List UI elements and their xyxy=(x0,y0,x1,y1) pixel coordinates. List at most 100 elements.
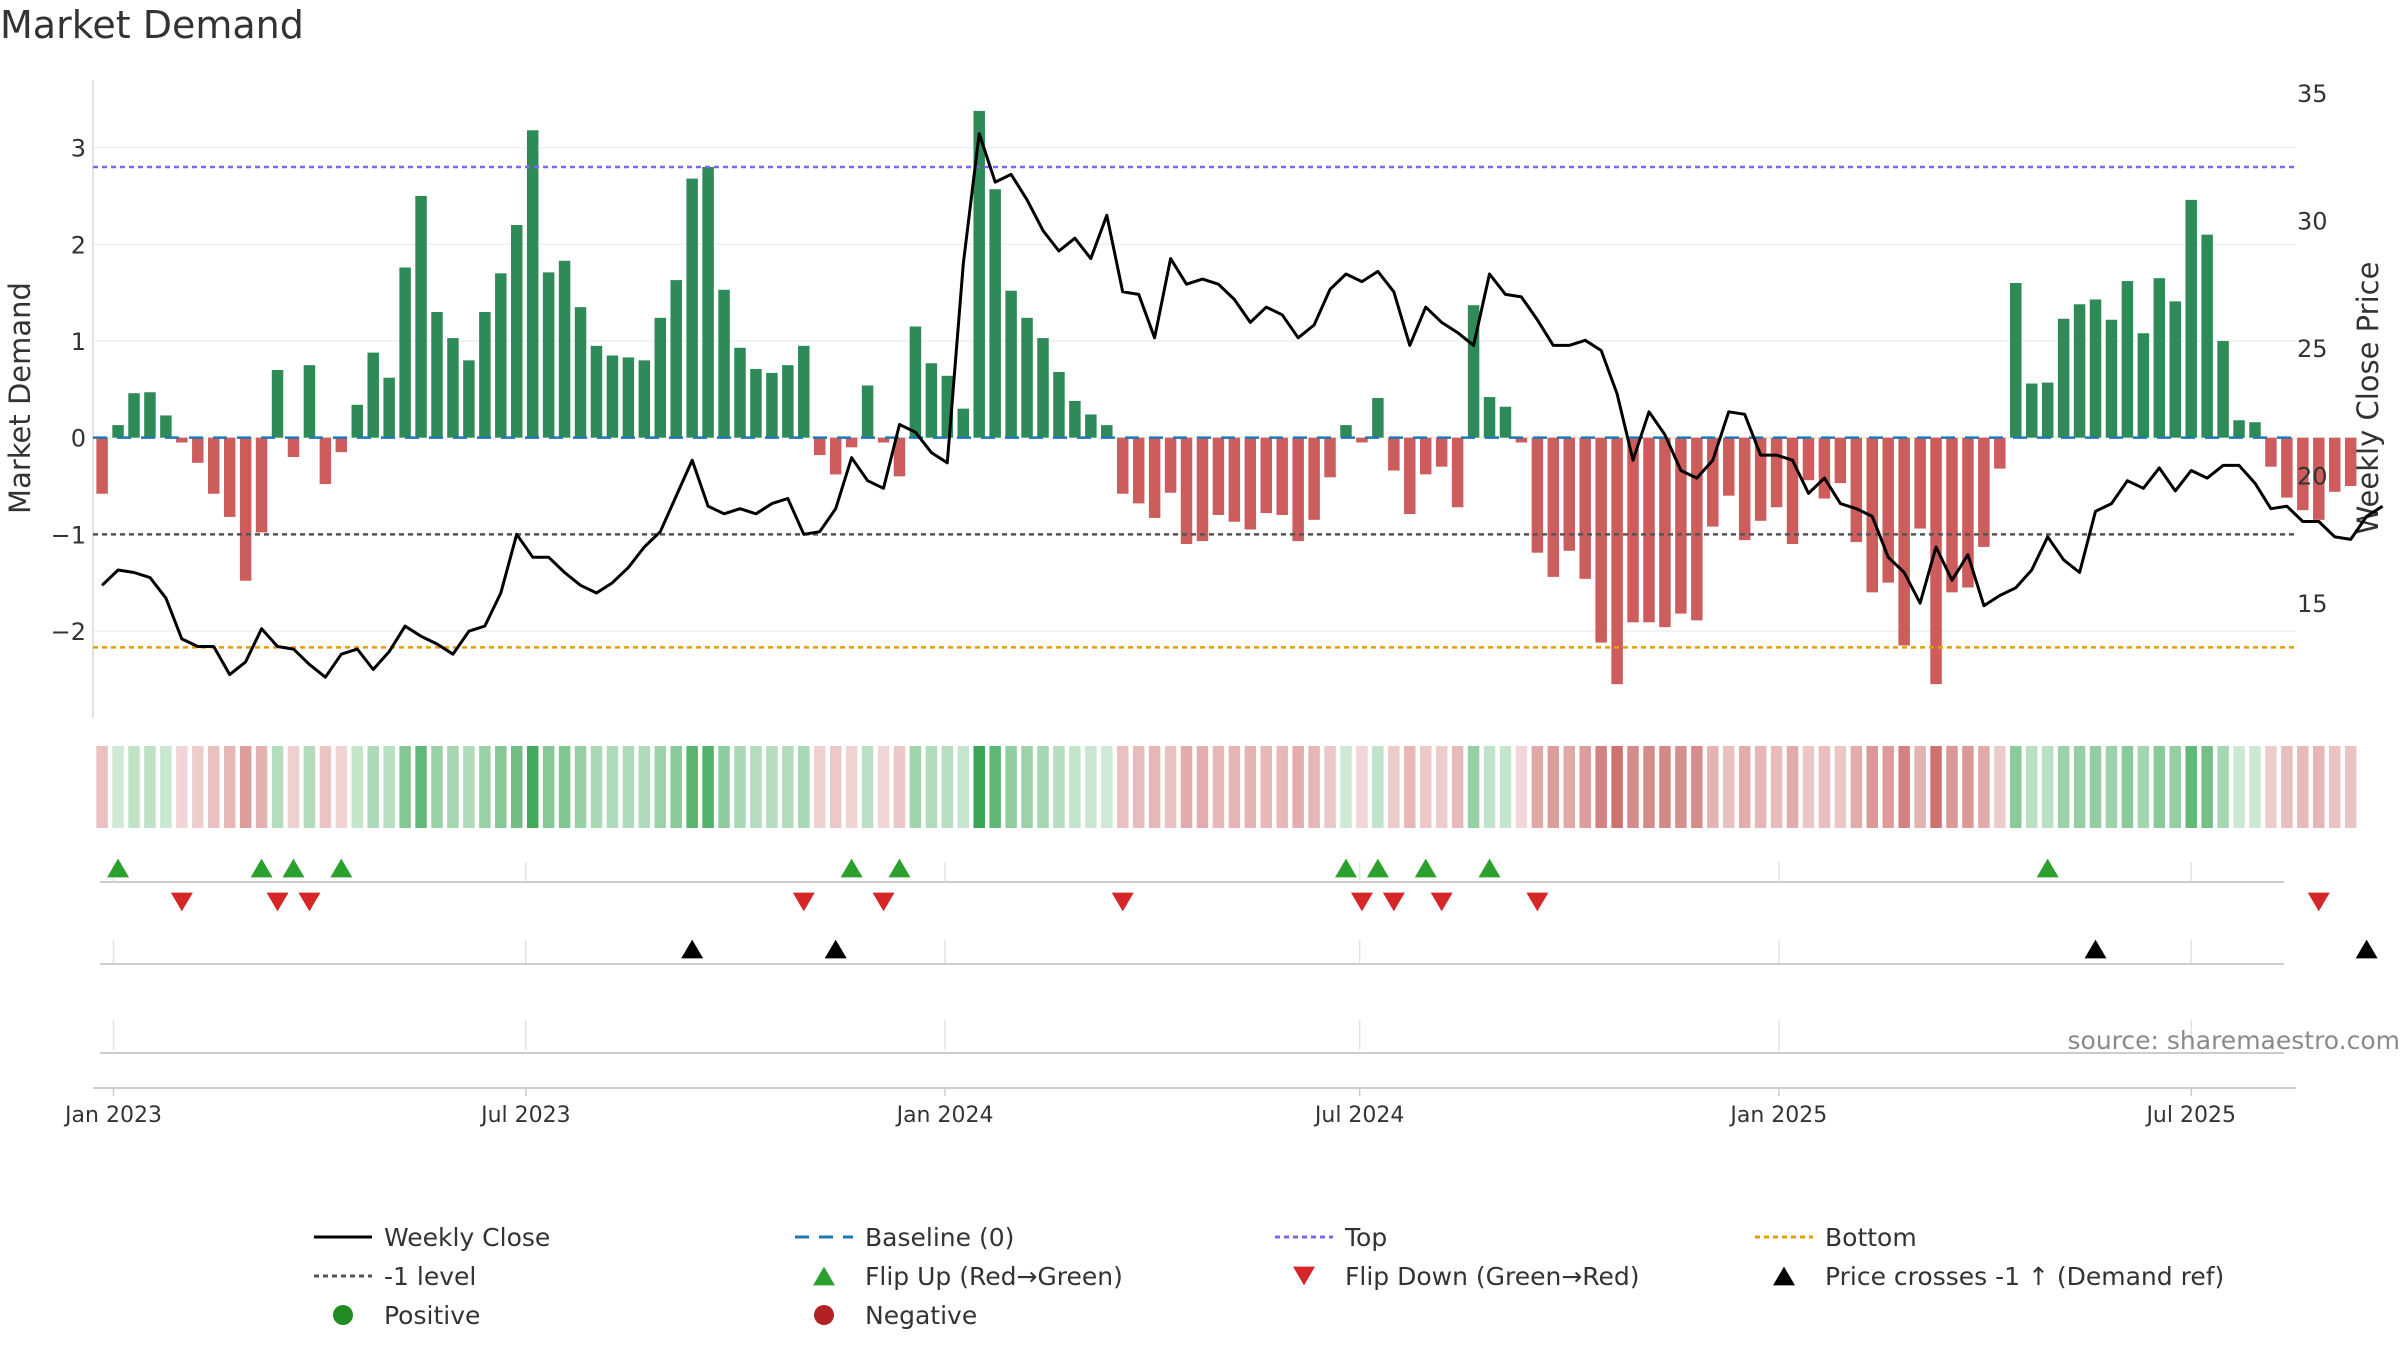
demand-bar xyxy=(2153,278,2166,438)
demand-strip-cell xyxy=(877,746,890,828)
x-tick-label: Jan 2025 xyxy=(1728,1103,1827,1128)
demand-bar xyxy=(431,312,443,438)
demand-bar xyxy=(160,415,172,438)
demand-strip-cell xyxy=(1786,746,1799,828)
demand-bar xyxy=(112,425,124,438)
flip-up-marker xyxy=(888,858,911,878)
demand-bar xyxy=(1101,425,1113,438)
demand-bar xyxy=(1595,437,1607,643)
demand-strip-cell xyxy=(2010,746,2022,828)
demand-bar xyxy=(144,392,156,438)
demand-bar xyxy=(606,355,619,438)
demand-bar xyxy=(2313,437,2325,520)
demand-strip-cell xyxy=(2313,746,2325,828)
demand-strip-cell xyxy=(1180,746,1193,828)
demand-bar xyxy=(925,363,938,438)
demand-strip-cell xyxy=(2041,746,2054,828)
demand-bar xyxy=(303,365,316,438)
demand-bar xyxy=(1308,437,1320,520)
demand-strip-cell xyxy=(431,746,443,828)
demand-strip-cell xyxy=(239,746,252,828)
demand-strip-cell xyxy=(670,746,682,828)
demand-strip-cell xyxy=(1499,746,1512,828)
demand-strip-cell xyxy=(1898,746,1910,828)
demand-strip-cell xyxy=(2297,746,2309,828)
demand-bar xyxy=(877,437,890,443)
demand-bar xyxy=(511,225,523,438)
demand-strip-cell xyxy=(2105,746,2118,828)
demand-strip-cell xyxy=(1404,746,1416,828)
demand-strip-cell xyxy=(526,746,539,828)
demand-strip-cell xyxy=(255,746,268,828)
demand-bar xyxy=(1021,317,1033,438)
demand-strip-cell xyxy=(447,746,459,828)
legend-label: Positive xyxy=(384,1301,480,1330)
demand-bar xyxy=(223,437,236,517)
demand-bar xyxy=(2057,318,2070,438)
demand-strip-cell xyxy=(335,746,348,828)
demand-strip-cell xyxy=(1595,746,1607,828)
price-cross-marker xyxy=(2355,939,2378,959)
demand-bar xyxy=(1005,290,1017,438)
demand-strip-cell xyxy=(1675,746,1687,828)
demand-bar xyxy=(590,345,603,438)
demand-strip-cell xyxy=(2328,746,2341,828)
y-left-tick-label: 2 xyxy=(71,231,86,259)
demand-strip-cell xyxy=(2073,746,2086,828)
y-right-tick-label: 25 xyxy=(2297,335,2328,363)
demand-bar xyxy=(271,370,284,438)
flip-up-marker xyxy=(1334,858,1357,878)
plot-frame xyxy=(92,80,2296,1089)
demand-strip-cell xyxy=(2249,746,2261,828)
demand-strip-cell xyxy=(1451,746,1464,828)
demand-bar xyxy=(654,317,667,438)
demand-bar xyxy=(750,369,762,438)
demand-bar xyxy=(479,312,491,438)
flip-down-marker xyxy=(2307,892,2330,912)
demand-strip-cell xyxy=(558,746,571,828)
demand-bar xyxy=(2328,437,2341,492)
demand-bar xyxy=(1659,437,1671,628)
demand-bar xyxy=(1531,437,1544,553)
demand-strip-cell xyxy=(144,746,156,828)
y-left-tick-label: 3 xyxy=(71,135,86,163)
y-left-tick-label: −1 xyxy=(51,521,86,549)
y-right-tick-label: 30 xyxy=(2297,207,2328,235)
demand-bar xyxy=(2201,234,2213,438)
x-tick-label: Jul 2023 xyxy=(479,1103,571,1128)
demand-bar xyxy=(558,260,571,438)
demand-strip-cell xyxy=(1037,746,1049,828)
demand-bar xyxy=(2105,319,2118,438)
demand-strip-cell xyxy=(1276,746,1288,828)
demand-bar xyxy=(622,357,635,438)
demand-bar xyxy=(2121,281,2134,438)
demand-bar xyxy=(1579,437,1591,579)
y-right-tick-label: 15 xyxy=(2297,590,2328,618)
demand-bar xyxy=(367,352,379,438)
demand-strip-cell xyxy=(909,746,922,828)
demand-strip-cell xyxy=(1754,746,1767,828)
demand-bar xyxy=(798,345,810,438)
demand-bar xyxy=(526,130,539,438)
demand-strip-cell xyxy=(319,746,332,828)
flip-up-marker xyxy=(1414,858,1437,878)
demand-bar xyxy=(1707,437,1719,527)
demand-strip-cell xyxy=(542,746,555,828)
demand-strip-cell xyxy=(1388,746,1400,828)
demand-bar xyxy=(829,437,842,475)
price-cross-marker xyxy=(824,939,847,959)
demand-strip-cell xyxy=(734,746,746,828)
y-tick-labels: −2 −1 0 1 2 3 15 20 25 30 35 xyxy=(51,80,2328,646)
demand-strip-cell xyxy=(1116,746,1129,828)
demand-strip-cell xyxy=(1770,746,1783,828)
demand-strip-cell xyxy=(367,746,379,828)
flip-up-marker xyxy=(2036,858,2059,878)
demand-bar xyxy=(399,267,411,438)
demand-bar xyxy=(1467,305,1480,438)
demand-strip-cell xyxy=(1738,746,1751,828)
chart-title: Market Demand xyxy=(0,3,304,47)
demand-bar xyxy=(1499,406,1512,438)
demand-bar xyxy=(973,110,985,438)
demand-bar xyxy=(1404,437,1416,515)
demand-strip-cell xyxy=(1850,746,1863,828)
